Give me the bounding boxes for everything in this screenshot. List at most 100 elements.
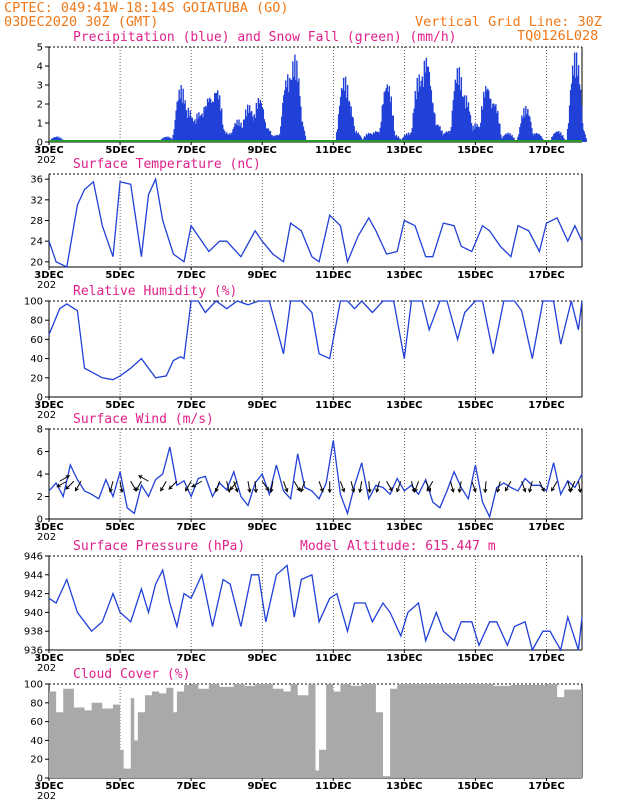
precip-bar — [241, 127, 244, 142]
y-tick-label: 20 — [30, 755, 43, 766]
x-tick-label: 13DEC — [386, 145, 422, 156]
precip-bar — [488, 116, 490, 142]
precip-bar — [269, 130, 272, 142]
precip-bar — [485, 137, 487, 142]
precip-bar — [190, 125, 192, 142]
wind-vector-head — [265, 486, 270, 492]
wind-vector-head — [395, 488, 400, 493]
x-tick-label: 9DEC — [247, 653, 276, 664]
precip-bar — [351, 116, 353, 142]
wind-vector-head — [375, 488, 380, 493]
precip-bar — [473, 129, 475, 142]
precip-bar — [481, 106, 483, 142]
precip-bar — [389, 102, 391, 142]
panel-annotation: Model Altitude: 615.447 m — [300, 539, 496, 554]
precip-bar — [434, 124, 436, 142]
precip-bar — [299, 115, 302, 142]
precip-bar — [581, 126, 583, 142]
precip-bar — [165, 137, 167, 142]
y-tick-label: 60 — [30, 717, 43, 728]
precip-bar — [204, 106, 207, 142]
precip-bar — [522, 118, 524, 142]
precip-bar — [390, 96, 392, 142]
precip-bar — [198, 134, 200, 142]
precip-bar — [301, 121, 304, 142]
precip-bar — [432, 127, 434, 142]
precip-bar — [177, 100, 179, 142]
y-tick-label: 0 — [37, 138, 43, 149]
precip-bar — [512, 137, 514, 142]
x-sub-label: 202 — [37, 532, 56, 543]
precip-bar — [480, 122, 482, 142]
precip-bar — [215, 92, 217, 142]
precip-bar — [460, 112, 463, 142]
precip-bar — [224, 130, 226, 142]
precip-bar — [185, 110, 187, 142]
precip-bar — [180, 85, 182, 142]
precip-bar — [255, 102, 258, 142]
precip-bar — [534, 134, 537, 142]
panel-wind: 0 2 4 6 8 3DEC 5DEC 7DEC 9DEC 11DEC 13DEC 15DEC 17DE… — [34, 412, 583, 543]
precip-bar — [554, 133, 556, 142]
wind-vector-head — [388, 487, 393, 492]
precip-bar — [392, 115, 394, 142]
precip-bar — [468, 137, 470, 142]
wind-vector — [376, 481, 380, 493]
wind-vector — [75, 480, 82, 492]
precip-bar — [521, 115, 523, 142]
precip-bar — [240, 133, 243, 142]
precip-bar — [507, 132, 509, 142]
x-tick-label: 11DEC — [315, 522, 351, 533]
wind-vector — [569, 481, 576, 492]
precip-bar — [428, 102, 430, 142]
precip-bar — [279, 133, 281, 142]
y-tick-label: 946 — [24, 552, 43, 563]
precip-bar — [338, 105, 341, 142]
precip-bar — [446, 132, 449, 142]
precip-bar — [435, 125, 437, 142]
panel-cloud: 0 20 40 60 80 100 3DEC 5DEC 7DEC 9DEC 11DEC 13DEC 15… — [24, 667, 583, 800]
wind-vector-head — [319, 488, 324, 493]
precip-bar — [504, 134, 506, 142]
precip-bar — [513, 137, 515, 142]
precip-bar — [223, 132, 225, 142]
precip-bar — [368, 134, 371, 142]
precip-bar — [364, 136, 367, 142]
precip-bar — [233, 127, 235, 142]
x-tick-label: 7DEC — [176, 653, 205, 664]
precip-bar — [206, 98, 209, 142]
precip-bar — [524, 116, 526, 142]
precip-bar — [260, 103, 263, 142]
y-tick-label: 2 — [37, 100, 43, 111]
precip-bar — [243, 119, 246, 142]
panel-title: Surface Temperature (nC) — [73, 157, 261, 172]
precip-bar — [166, 136, 168, 142]
precip-bar — [427, 98, 429, 142]
precip-bar — [555, 132, 557, 142]
precip-bar — [466, 107, 469, 142]
precip-bar — [421, 135, 423, 142]
precip-bar — [394, 136, 397, 142]
x-tick-label: 17DEC — [528, 653, 564, 664]
precip-bar — [426, 110, 428, 142]
panel-humidity: 0 20 40 60 80 100 3DEC 5DEC 7DEC 9DEC 11DEC 13DEC 15… — [24, 284, 583, 421]
precip-bar — [415, 99, 417, 142]
precip-bar — [298, 78, 300, 142]
precip-bar — [56, 136, 58, 142]
precip-bar — [235, 124, 237, 142]
precip-bar — [303, 130, 306, 142]
precip-bar — [457, 132, 460, 142]
precip-bar — [351, 132, 353, 142]
precip-bar — [239, 136, 242, 142]
x-tick-label: 9DEC — [247, 781, 276, 792]
precip-bar — [479, 128, 481, 142]
precip-bar — [296, 60, 298, 142]
wind-vector — [138, 475, 149, 482]
precip-bar — [280, 126, 282, 142]
precip-bar — [302, 126, 305, 142]
precip-bar — [365, 133, 368, 142]
precip-bar — [453, 91, 456, 142]
x-tick-label: 3DEC — [34, 270, 63, 281]
precip-bar — [485, 86, 487, 142]
